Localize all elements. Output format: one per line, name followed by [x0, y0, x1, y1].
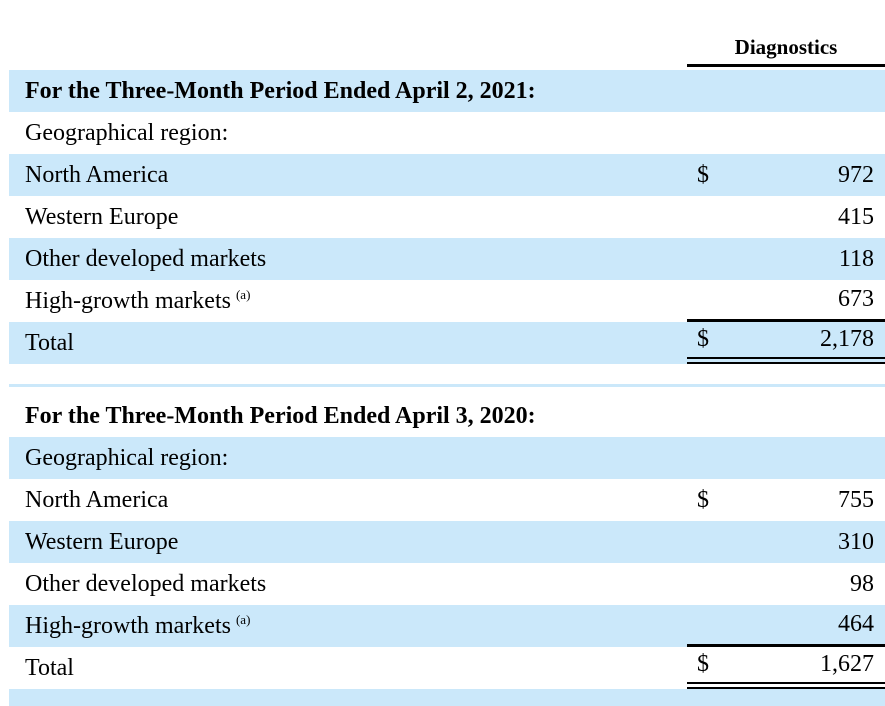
row-north-america: North America $ 755 [9, 479, 885, 521]
table-gap [0, 364, 885, 384]
section-label: Geographical region: [25, 119, 229, 146]
value-area: $ 972 [687, 154, 885, 196]
row-value: 2,178 [820, 326, 874, 352]
stripe-divider [9, 384, 885, 387]
row-label: Total [25, 654, 74, 681]
row-north-america: North America $ 972 [9, 154, 885, 196]
row-high-growth-markets: High-growth markets (a) 673 [9, 280, 885, 322]
row-section-label: Geographical region: [9, 437, 885, 479]
currency-symbol: $ [697, 486, 709, 513]
period-table-2021: For the Three-Month Period Ended April 2… [9, 70, 885, 364]
row-period-title: For the Three-Month Period Ended April 2… [9, 70, 885, 112]
period-table-2020: For the Three-Month Period Ended April 3… [9, 395, 885, 689]
row-total: Total $ 1,627 [9, 647, 885, 689]
row-western-europe: Western Europe 415 [9, 196, 885, 238]
row-label: Other developed markets [25, 245, 267, 272]
period-title: For the Three-Month Period Ended April 3… [25, 402, 536, 429]
row-value: 415 [838, 203, 874, 230]
row-label: North America [25, 486, 169, 513]
row-total: Total $ 2,178 [9, 322, 885, 364]
value-area: 464 [687, 605, 885, 647]
value-area: 118 [687, 238, 885, 280]
row-label-text: High-growth markets [25, 612, 231, 639]
row-value: 464 [838, 611, 874, 637]
row-western-europe: Western Europe 310 [9, 521, 885, 563]
bottom-stripe [9, 689, 885, 706]
column-header-label: Diagnostics [734, 35, 838, 59]
row-label: High-growth markets (a) [9, 613, 687, 640]
footnote-marker: (a) [235, 611, 251, 627]
row-value: 310 [838, 528, 874, 555]
row-label: North America [25, 161, 169, 188]
row-label: Western Europe [25, 528, 179, 555]
row-label: Western Europe [25, 203, 179, 230]
currency-symbol: $ [697, 161, 709, 188]
value-area: 310 [687, 521, 885, 563]
row-value: 1,627 [820, 651, 874, 677]
value-area: $ 2,178 [687, 322, 885, 364]
section-label: Geographical region: [25, 444, 229, 471]
row-value: 972 [838, 161, 874, 188]
value-area: 673 [687, 280, 885, 322]
value-area: $ 1,627 [687, 647, 885, 689]
row-label-text: High-growth markets [25, 287, 231, 314]
row-high-growth-markets: High-growth markets (a) 464 [9, 605, 885, 647]
footnote-marker: (a) [235, 286, 251, 302]
row-value: 118 [838, 245, 874, 272]
currency-symbol: $ [697, 326, 709, 352]
table-header-area: Diagnostics [0, 0, 885, 70]
row-section-label: Geographical region: [9, 112, 885, 154]
value-area: $ 755 [687, 479, 885, 521]
column-header-diagnostics: Diagnostics [687, 35, 885, 67]
row-label: Other developed markets [25, 570, 267, 597]
row-label: High-growth markets (a) [9, 288, 687, 315]
row-value: 673 [838, 286, 874, 312]
row-value: 755 [838, 486, 874, 513]
currency-symbol: $ [697, 651, 709, 677]
value-area: 98 [687, 563, 885, 605]
row-label: Total [25, 329, 74, 356]
value-area: 415 [687, 196, 885, 238]
row-other-developed-markets: Other developed markets 118 [9, 238, 885, 280]
row-value: 98 [850, 570, 874, 597]
row-other-developed-markets: Other developed markets 98 [9, 563, 885, 605]
period-title: For the Three-Month Period Ended April 2… [25, 77, 536, 104]
table-gap [0, 387, 885, 395]
row-period-title: For the Three-Month Period Ended April 3… [9, 395, 885, 437]
